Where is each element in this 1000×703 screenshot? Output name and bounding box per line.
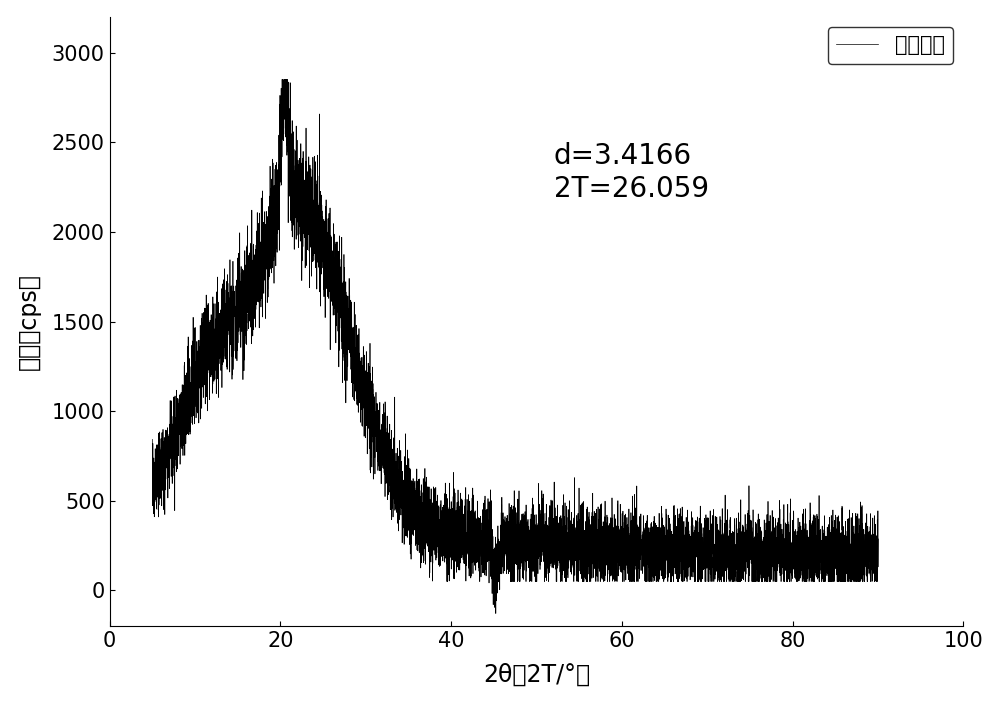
- Line: 碳量子点: 碳量子点: [152, 79, 878, 614]
- 碳量子点: [218, 276, 230, 284]
- 碳量子点: [753, 559, 765, 567]
- Y-axis label: 强度（cps）: 强度（cps）: [17, 273, 41, 370]
- Text: d=3.4166
2T=26.059: d=3.4166 2T=26.059: [554, 142, 709, 202]
- 碳量子点: [742, 569, 754, 578]
- 碳量子点: [312, 215, 324, 224]
- 碳量子点: [276, 75, 288, 84]
- 碳量子点: [252, 285, 264, 293]
- X-axis label: 2θ（2T/°）: 2θ（2T/°）: [483, 662, 590, 686]
- 碳量子点: [490, 610, 502, 618]
- Legend: 碳量子点: 碳量子点: [828, 27, 953, 64]
- 碳量子点: [616, 550, 628, 559]
- 碳量子点: [872, 535, 884, 543]
- 碳量子点: [146, 435, 158, 444]
